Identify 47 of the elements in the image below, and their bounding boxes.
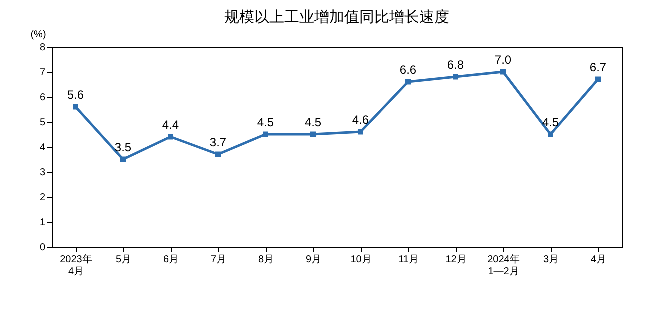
data-label: 4.5 (257, 116, 274, 130)
data-label: 6.7 (590, 60, 607, 74)
point (310, 132, 316, 138)
point (406, 79, 411, 85)
y-axis-title: (%) (30, 30, 46, 40)
x-tick-label: 6月 (163, 254, 180, 266)
y-tick-label: 7 (40, 68, 46, 78)
y-tick-label: 2 (40, 192, 46, 204)
x-tick-label: 4月 (590, 254, 607, 266)
data-label: 4.5 (542, 116, 560, 130)
point (358, 129, 364, 135)
point (453, 74, 458, 80)
y-tick-label: 8 (40, 42, 46, 54)
x-tick-label: 12月 (446, 254, 467, 266)
data-label: 4.6 (352, 113, 370, 127)
x-tick-label: 9月 (306, 254, 322, 266)
x-tick-label: 8月 (258, 254, 274, 266)
point (500, 69, 506, 75)
x-tick-label: 7月 (210, 254, 227, 266)
x-tick-label: 11月 (398, 254, 419, 266)
x-tick-label: 2024年 1—2月 (488, 254, 520, 278)
y-tick-label: 1 (40, 218, 46, 228)
point (596, 76, 601, 82)
data-label: 3.7 (210, 136, 227, 150)
data-label: 6.8 (447, 58, 464, 72)
point (548, 132, 554, 138)
point (168, 134, 174, 140)
y-tick-label: 5 (40, 118, 46, 128)
x-tick-label: 2023年 4月 (60, 254, 92, 278)
y-tick-label: 6 (40, 92, 46, 104)
data-label: 6.6 (400, 63, 417, 77)
y-tick-label: 3 (40, 168, 46, 178)
point (120, 156, 126, 162)
data-label: 4.4 (162, 118, 180, 132)
point (73, 104, 78, 110)
data-label: 7.0 (494, 53, 512, 67)
point (216, 152, 221, 158)
chart-title: 规模以上工业增加值同比增长速度 (224, 9, 450, 26)
x-tick-label: 5月 (116, 254, 132, 266)
x-tick-label: 3月 (543, 254, 560, 266)
data-label: 5.6 (67, 88, 84, 102)
y-tick-label: 4 (40, 142, 46, 154)
point (263, 132, 268, 138)
y-tick-label: 0 (40, 242, 46, 254)
data-label: 3.5 (114, 140, 132, 154)
x-tick-label: 10月 (350, 254, 372, 266)
data-label: 4.5 (304, 116, 322, 130)
